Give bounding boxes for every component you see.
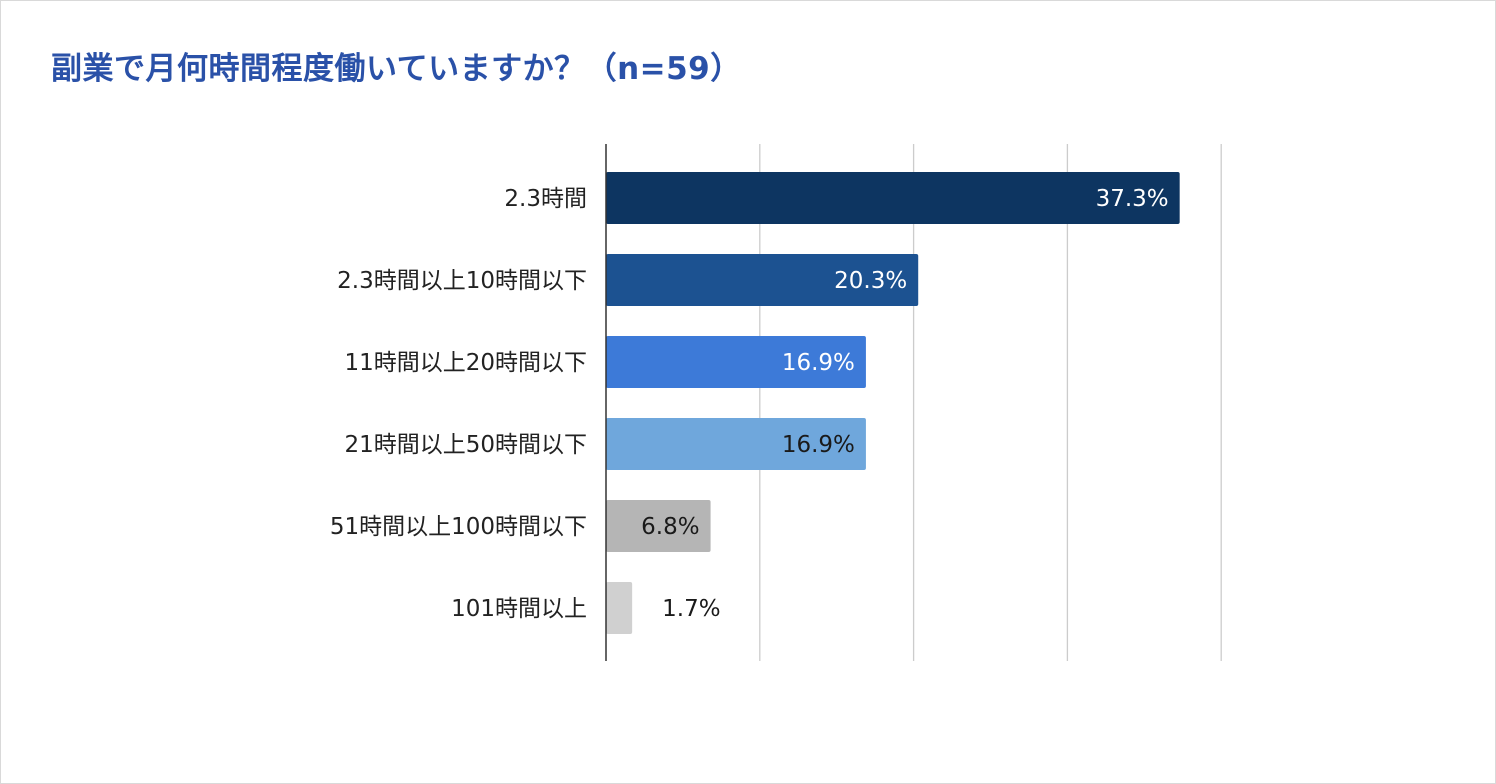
category-label-4: 21時間以上50時間以下 bbox=[344, 432, 587, 458]
bar-3 bbox=[606, 336, 866, 388]
value-label-6: 1.7% bbox=[662, 596, 720, 622]
bars bbox=[606, 172, 1180, 634]
value-label-1: 37.3% bbox=[1096, 186, 1169, 212]
value-label-3: 16.9% bbox=[782, 350, 855, 376]
bar-5 bbox=[606, 500, 711, 552]
category-label-2: 2.3時間以上10時間以下 bbox=[337, 268, 587, 294]
value-label-2: 20.3% bbox=[834, 268, 907, 294]
category-label-5: 51時間以上100時間以下 bbox=[330, 514, 587, 540]
value-label-4: 16.9% bbox=[782, 432, 855, 458]
category-label-6: 101時間以上 bbox=[451, 596, 587, 622]
category-label-3: 11時間以上20時間以下 bbox=[344, 350, 587, 376]
chart-title: 副業で月何時間程度働いていますか？（n=59） bbox=[51, 51, 742, 87]
category-label-1: 2.3時間 bbox=[504, 186, 587, 212]
value-label-5: 6.8% bbox=[641, 514, 699, 540]
bar-2 bbox=[606, 254, 919, 306]
gridlines bbox=[759, 144, 1222, 661]
bar-6 bbox=[606, 582, 633, 634]
bar-4 bbox=[606, 418, 866, 470]
bar-1 bbox=[606, 172, 1180, 224]
labels: 2.3時間 37.3% 2.3時間以上10時間以下 20.3% 11時間以上20時間以下… bbox=[330, 186, 1169, 622]
